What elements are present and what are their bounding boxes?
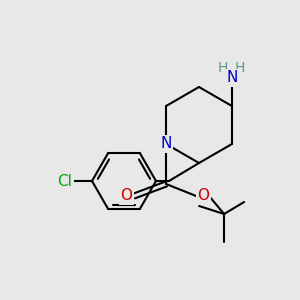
Text: H: H	[218, 61, 228, 75]
Text: N: N	[160, 136, 172, 152]
Text: O: O	[120, 188, 132, 203]
Text: N: N	[226, 70, 238, 86]
Text: O: O	[197, 188, 209, 203]
Text: Cl: Cl	[58, 173, 72, 188]
Text: H: H	[235, 61, 245, 75]
